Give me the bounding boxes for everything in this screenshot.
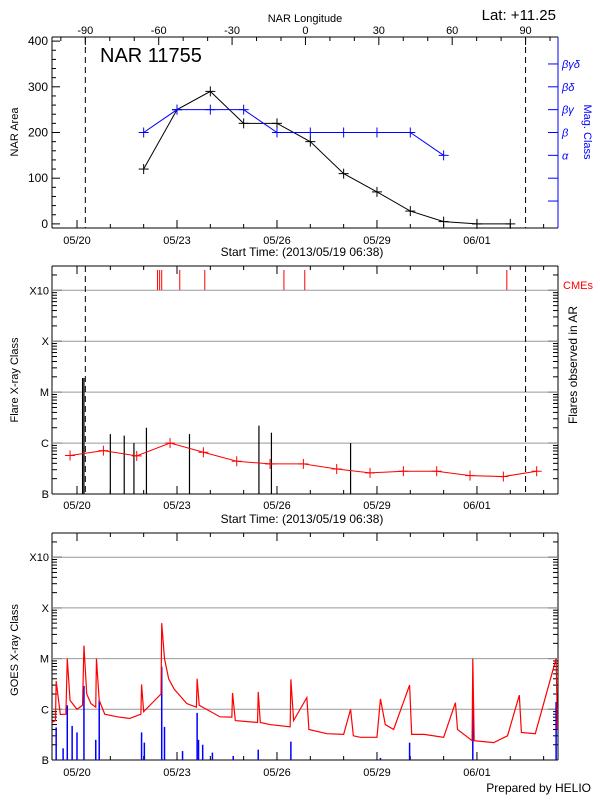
- mag-class-tick-label: βδ: [561, 82, 575, 94]
- panel1-x-tick-label: 05/26: [263, 235, 291, 247]
- cme-label: CMEs: [563, 280, 593, 292]
- panel2-y2label: Flares observed in AR: [566, 306, 580, 424]
- mag-class-tick-label: α: [562, 150, 569, 162]
- panel2-x-tick-label: 06/01: [463, 500, 491, 512]
- panel1-y2label: Mag. Class: [581, 104, 593, 160]
- panel3-y-tick-label: X10: [29, 552, 49, 564]
- panel3-x-tick-label: 05/20: [63, 767, 91, 779]
- panel3-x-tick-label: 05/26: [263, 767, 291, 779]
- panel1-x-tick-label: 05/20: [63, 235, 91, 247]
- longitude-tick-label: 30: [373, 25, 385, 37]
- panel1-x-tick-label: 05/23: [163, 235, 191, 247]
- panel1-y-tick-label: 400: [28, 34, 48, 48]
- panel2-x-tick-label: 05/26: [263, 500, 291, 512]
- nar-title: NAR 11755: [100, 45, 202, 67]
- longitude-tick-label: 90: [519, 25, 531, 37]
- panel3-y-tick-label: M: [40, 654, 49, 666]
- panel3-y-tick-label: C: [41, 704, 49, 716]
- panel1-y-tick-label: 200: [28, 126, 48, 140]
- panel2-ylabel: Flare X-ray Class: [9, 337, 21, 422]
- goes-long-line: [51, 623, 559, 744]
- panel2-y-tick-label: B: [42, 489, 49, 501]
- panel2-y-tick-label: C: [41, 438, 49, 450]
- mag-class-tick-label: βγδ: [561, 59, 581, 71]
- mag-class-tick-label: β: [561, 128, 569, 140]
- panel3-y-tick-label: B: [42, 755, 49, 767]
- panel2-y-tick-label: X10: [29, 285, 49, 297]
- panel2-y-tick-label: M: [40, 387, 49, 399]
- nar-area-line: [143, 90, 511, 225]
- panel3-x-tick-label: 05/23: [163, 767, 191, 779]
- longitude-tick-label: 60: [446, 25, 458, 37]
- panel1-y-tick-label: 100: [28, 171, 48, 185]
- panel1-ylabel: NAR Area: [9, 107, 21, 157]
- panel2-x-tick-label: 05/29: [363, 500, 391, 512]
- panel3-ylabel: GOES X-ray Class: [9, 604, 21, 696]
- panel1-x-tick-label: 06/01: [463, 235, 491, 247]
- longitude-tick-label: 0: [302, 25, 308, 37]
- panel3-y-tick-label: X: [42, 603, 50, 615]
- longitude-tick-label: -90: [77, 25, 93, 37]
- footer-credit: Prepared by HELIO: [486, 781, 591, 795]
- panel3-x-tick-label: 06/01: [463, 767, 491, 779]
- panel1-x-tick-label: 05/29: [363, 235, 391, 247]
- mag-class-tick-label: βγ: [561, 105, 575, 117]
- panel2-xlabel: Start Time: (2013/05/19 06:38): [221, 512, 384, 526]
- top-axis-label: NAR Longitude: [268, 13, 343, 25]
- panel2-x-tick-label: 05/20: [63, 500, 91, 512]
- panel1-y-tick-label: 0: [41, 217, 48, 231]
- mag-class-line: [143, 109, 444, 156]
- panel2-x-tick-label: 05/23: [163, 500, 191, 512]
- panel1-xlabel: Start Time: (2013/05/19 06:38): [221, 245, 384, 259]
- panel3-x-tick-label: 05/29: [363, 767, 391, 779]
- lat-label: Lat: +11.25: [482, 7, 556, 24]
- longitude-tick-label: -60: [151, 25, 167, 37]
- panel2-y-tick-label: X: [42, 336, 50, 348]
- longitude-tick-label: -30: [224, 25, 240, 37]
- panel1-y-tick-label: 300: [28, 80, 48, 94]
